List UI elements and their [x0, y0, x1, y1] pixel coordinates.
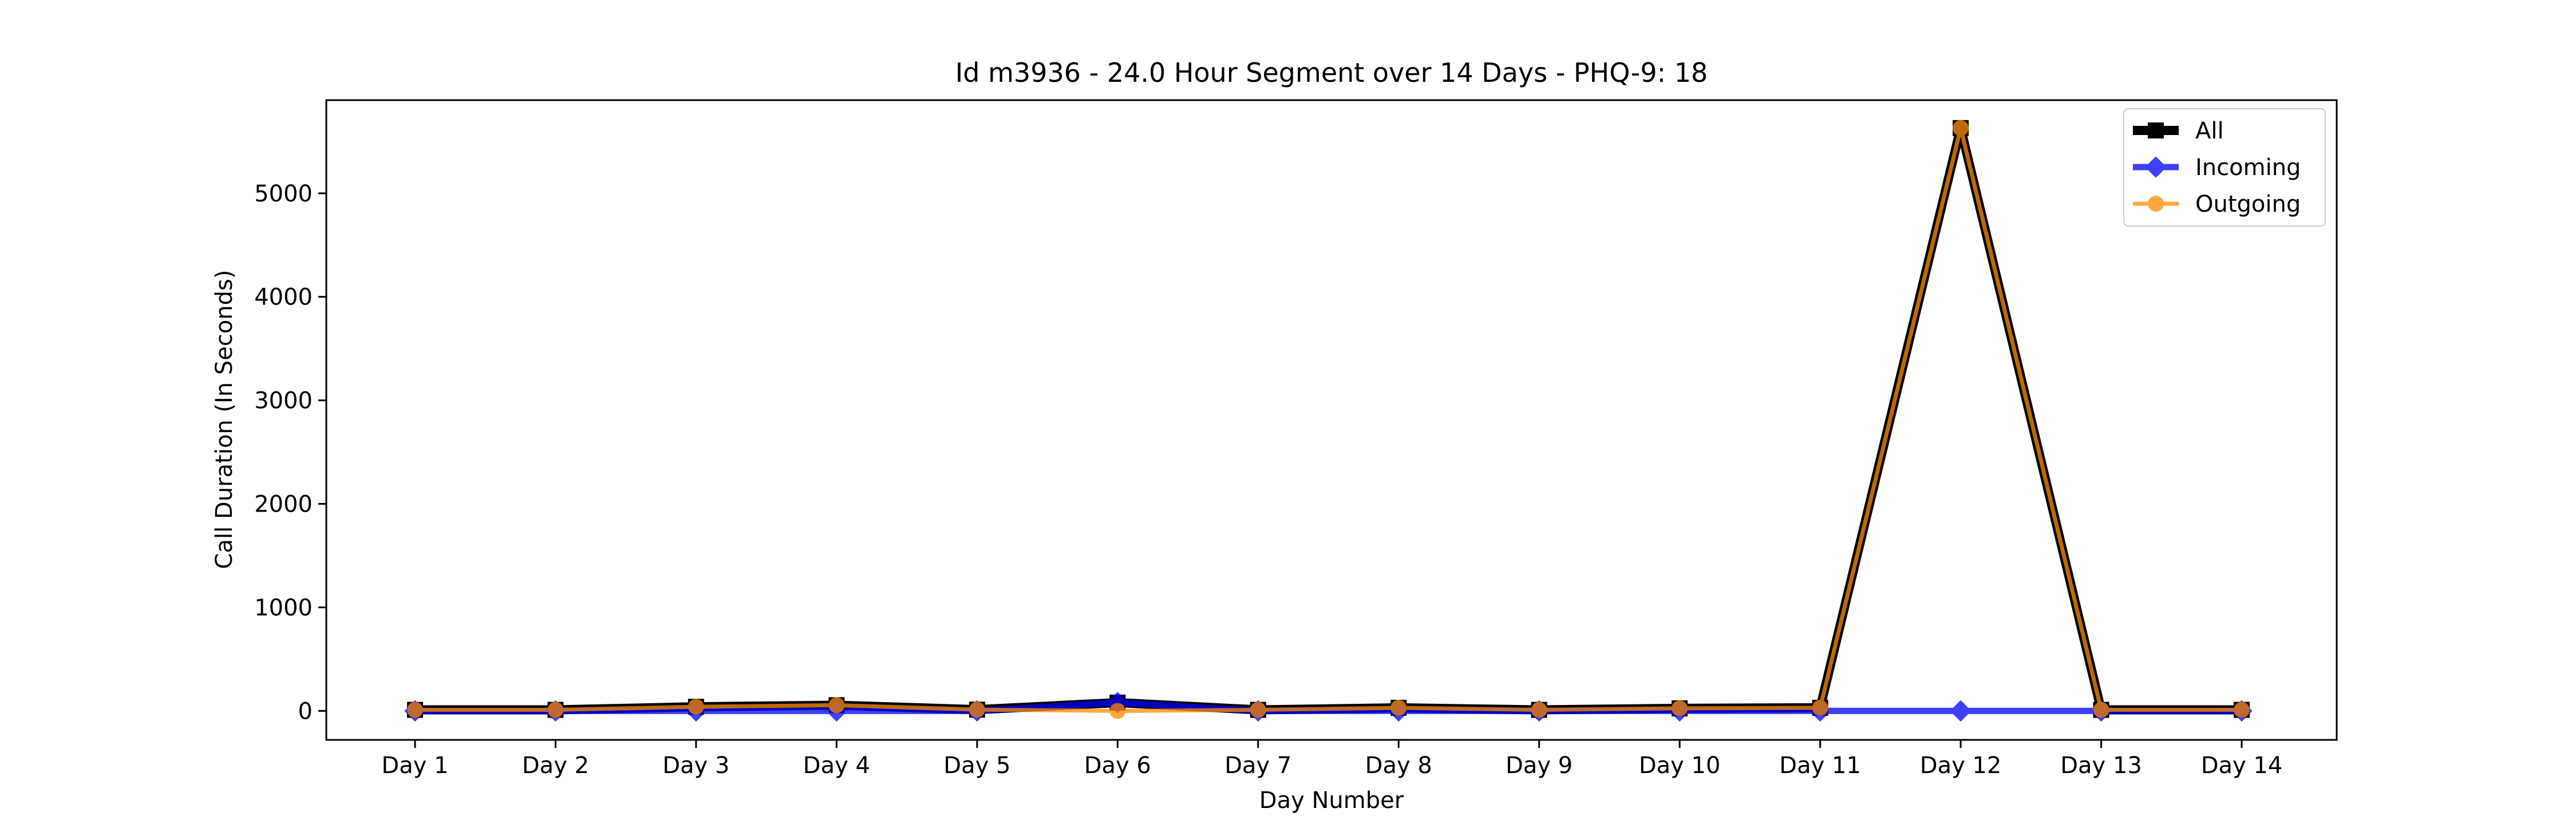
y-tick-label: 0	[298, 698, 313, 724]
data-point-outgoing	[1109, 703, 1126, 719]
legend-swatch-marker	[2148, 122, 2164, 138]
x-tick-label: Day 5	[943, 752, 1010, 779]
data-point-incoming	[1950, 700, 1971, 722]
legend-entry	[2133, 196, 2179, 212]
chart-title: Id m3936 - 24.0 Hour Segment over 14 Day…	[955, 57, 1708, 88]
legend-box	[2123, 108, 2326, 227]
y-tick-label: 2000	[254, 492, 313, 518]
y-axis: 0 1000 2000 3000 4000 5000	[254, 181, 326, 724]
data-point-outgoing	[1531, 702, 1547, 718]
data-point-outgoing	[2234, 702, 2250, 718]
legend-entry	[2133, 156, 2179, 178]
data-point-outgoing	[1250, 702, 1266, 718]
x-tick-label: Day 7	[1224, 752, 1291, 779]
x-tick-label: Day 12	[1920, 752, 2002, 779]
x-tick-label: Day 6	[1084, 752, 1151, 779]
data-point-outgoing	[828, 697, 845, 714]
x-tick-label: Day 8	[1365, 752, 1432, 779]
x-tick-label: Day 10	[1639, 752, 1721, 779]
legend-swatch-marker	[2145, 156, 2167, 178]
data-point-outgoing	[407, 702, 423, 718]
data-point-outgoing	[1812, 699, 1828, 716]
series-all	[407, 120, 2250, 718]
legend-swatch-marker	[2148, 196, 2164, 212]
data-point-outgoing	[1672, 700, 1688, 716]
x-tick-label: Day 9	[1506, 752, 1573, 779]
y-tick-label: 4000	[254, 284, 313, 311]
legend-label: All	[2195, 118, 2224, 144]
series-line-incoming	[415, 699, 2242, 714]
legend: All Incoming Outgoing	[2123, 108, 2326, 227]
y-tick-label: 3000	[254, 388, 313, 414]
x-axis-label: Day Number	[1259, 787, 1404, 814]
x-tick-label: Day 11	[1779, 752, 1861, 779]
legend-label: Incoming	[2195, 154, 2301, 181]
plot-area	[404, 120, 2253, 722]
data-point-outgoing	[1390, 699, 1407, 716]
x-tick-label: Day 2	[522, 752, 589, 779]
y-tick-label: 5000	[254, 181, 313, 207]
legend-entry	[2133, 122, 2179, 138]
x-tick-label: Day 3	[662, 752, 729, 779]
x-tick-label: Day 13	[2060, 752, 2142, 779]
legend-label: Outgoing	[2195, 191, 2301, 217]
x-tick-label: Day 14	[2201, 752, 2283, 779]
data-point-outgoing	[2093, 702, 2109, 718]
data-point-outgoing	[547, 702, 564, 718]
series-outgoing	[407, 120, 2250, 719]
data-point-outgoing	[1953, 120, 1969, 136]
data-point-outgoing	[969, 702, 985, 718]
data-point-outgoing	[688, 699, 704, 715]
y-tick-label: 1000	[254, 595, 313, 621]
series-line-outgoing	[415, 126, 2242, 713]
y-axis-label: Call Duration (In Seconds)	[211, 270, 238, 569]
x-tick-label: Day 4	[803, 752, 870, 779]
x-axis: Day 1 Day 2 Day 3 Day 4 Day 5 Day 6 Day 7 Day 8…	[381, 740, 2282, 779]
x-tick-label: Day 1	[381, 752, 448, 779]
plot-frame	[325, 99, 2338, 741]
series-line-all	[415, 123, 2242, 715]
